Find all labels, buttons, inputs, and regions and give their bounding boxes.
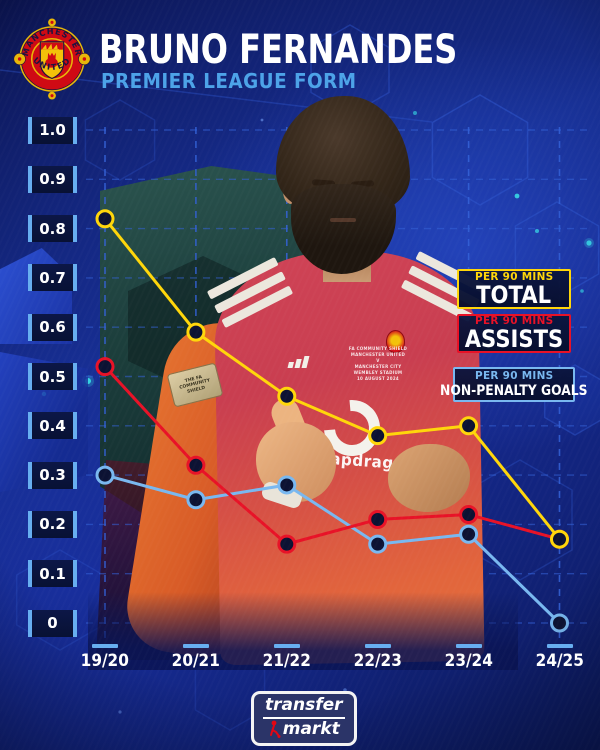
x-axis-tick <box>92 644 118 648</box>
page-title: BRUNO FERNANDES <box>99 27 458 73</box>
legend-npg-label: NON-PENALTY GOALS <box>440 382 588 399</box>
y-axis-label: 1.0 <box>28 116 77 144</box>
x-axis-tick <box>182 644 209 648</box>
y-axis-label: 0.8 <box>28 215 77 243</box>
data-point <box>95 465 115 485</box>
y-axis-label: 0 <box>28 609 77 637</box>
y-axis-label: 0.2 <box>28 510 77 538</box>
x-axis-tick <box>546 644 573 648</box>
transfermarkt-logo-line2: markt <box>282 718 340 739</box>
x-axis-label: 21/22 <box>252 644 322 671</box>
x-axis-label: 23/24 <box>434 644 504 671</box>
transfermarkt-kicker-icon <box>269 720 281 738</box>
y-axis-label: 0.3 <box>28 461 77 489</box>
x-axis-label-text: 24/25 <box>535 651 584 671</box>
transfermarkt-logo-inner: transfer markt <box>254 694 354 743</box>
y-axis-label: 0.7 <box>28 264 77 292</box>
x-axis-label-text: 22/23 <box>353 651 402 671</box>
legend-assists-sublabel: PER 90 MINS <box>474 314 554 328</box>
x-axis-label-text: 19/20 <box>80 651 130 671</box>
transfermarkt-logo[interactable]: transfer markt <box>251 691 357 746</box>
y-axis-label: 0.6 <box>28 313 77 341</box>
x-axis-tick <box>273 644 300 648</box>
data-point <box>95 357 115 377</box>
legend-total: PER 90 MINS TOTAL <box>457 269 571 309</box>
manchester-united-crest: MANCHESTER UNITED <box>13 18 91 100</box>
y-axis-label: 0.4 <box>28 412 77 440</box>
y-axis-label: 0.9 <box>28 165 77 193</box>
x-axis-label-text: 20/21 <box>171 651 220 671</box>
transfermarkt-logo-line1: transfer <box>263 695 345 719</box>
data-point <box>95 209 115 229</box>
y-axis-label: 0.1 <box>28 560 77 588</box>
x-axis-label: 24/25 <box>525 644 595 671</box>
x-axis-label: 22/23 <box>343 644 413 671</box>
legend-total-sublabel: PER 90 MINS <box>474 269 554 283</box>
x-axis-label-text: 23/24 <box>444 651 493 671</box>
legend-assists-label: ASSISTS <box>464 325 564 354</box>
legend-assists: PER 90 MINS ASSISTS <box>457 314 571 353</box>
y-axis-label: 0.5 <box>28 363 77 390</box>
x-axis-tick <box>364 644 391 648</box>
x-axis-tick <box>455 644 482 648</box>
legend-npg-sublabel: PER 90 MINS <box>474 368 554 382</box>
legend-total-label: TOTAL <box>476 280 552 309</box>
data-point <box>550 529 569 549</box>
x-axis-label-text: 21/22 <box>262 651 311 671</box>
page-subtitle: PREMIER LEAGUE FORM <box>101 69 357 93</box>
x-axis-label: 19/20 <box>70 644 140 671</box>
data-point <box>550 613 569 633</box>
legend-non-penalty-goals: PER 90 MINS NON-PENALTY GOALS <box>440 367 588 402</box>
x-axis-label: 20/21 <box>161 644 231 671</box>
